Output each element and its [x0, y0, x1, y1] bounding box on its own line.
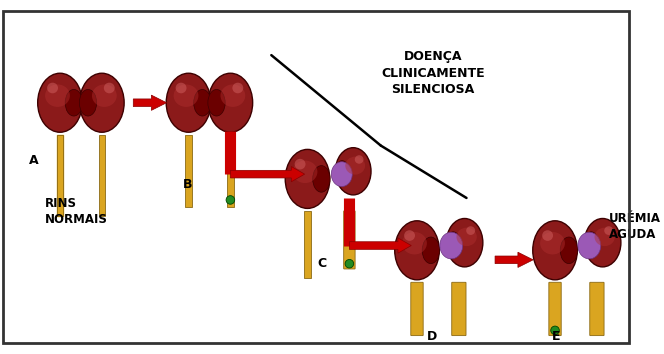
- Ellipse shape: [355, 155, 363, 164]
- Ellipse shape: [92, 85, 117, 107]
- Ellipse shape: [220, 85, 245, 107]
- Ellipse shape: [604, 226, 613, 235]
- Ellipse shape: [313, 166, 330, 192]
- FancyBboxPatch shape: [452, 282, 466, 336]
- Ellipse shape: [345, 157, 365, 175]
- Ellipse shape: [422, 237, 440, 264]
- Bar: [304, 211, 311, 278]
- Ellipse shape: [456, 228, 477, 246]
- Ellipse shape: [79, 90, 97, 116]
- Bar: [56, 135, 63, 216]
- Text: DOENÇA
CLINICAMENTE
SILENCIOSA: DOENÇA CLINICAMENTE SILENCIOSA: [381, 50, 485, 96]
- Ellipse shape: [578, 232, 601, 259]
- Ellipse shape: [295, 159, 305, 170]
- Ellipse shape: [47, 83, 58, 93]
- Ellipse shape: [286, 149, 330, 209]
- Ellipse shape: [446, 218, 483, 267]
- Text: RINS
NORMAIS: RINS NORMAIS: [44, 197, 108, 226]
- FancyBboxPatch shape: [590, 282, 604, 336]
- Ellipse shape: [584, 218, 621, 267]
- Ellipse shape: [104, 83, 115, 93]
- FancyBboxPatch shape: [411, 282, 423, 336]
- FancyArrow shape: [133, 95, 167, 110]
- Circle shape: [226, 196, 234, 204]
- FancyArrow shape: [230, 166, 305, 182]
- Ellipse shape: [208, 90, 225, 116]
- Text: C: C: [317, 257, 326, 270]
- Circle shape: [345, 259, 354, 268]
- Ellipse shape: [404, 230, 415, 241]
- Ellipse shape: [540, 232, 565, 255]
- Text: D: D: [426, 330, 437, 343]
- Ellipse shape: [208, 73, 253, 132]
- Ellipse shape: [232, 83, 243, 93]
- Ellipse shape: [533, 221, 577, 280]
- Circle shape: [550, 326, 559, 335]
- Ellipse shape: [335, 148, 371, 195]
- FancyBboxPatch shape: [344, 211, 355, 269]
- FancyBboxPatch shape: [549, 282, 561, 336]
- Ellipse shape: [440, 232, 463, 259]
- Text: B: B: [183, 178, 193, 190]
- Ellipse shape: [335, 161, 349, 182]
- Ellipse shape: [45, 85, 70, 107]
- Ellipse shape: [331, 162, 352, 187]
- Ellipse shape: [402, 232, 427, 255]
- Ellipse shape: [80, 73, 124, 132]
- Ellipse shape: [38, 73, 82, 132]
- Text: URÉMIA
AGUDA: URÉMIA AGUDA: [610, 212, 661, 241]
- FancyArrow shape: [349, 238, 411, 253]
- FancyArrow shape: [495, 252, 533, 267]
- Ellipse shape: [466, 226, 475, 235]
- Ellipse shape: [174, 85, 199, 107]
- Ellipse shape: [584, 232, 598, 253]
- Ellipse shape: [176, 83, 187, 93]
- Bar: [98, 135, 105, 216]
- Text: E: E: [552, 330, 560, 343]
- Ellipse shape: [560, 237, 578, 264]
- Bar: [185, 135, 192, 207]
- Text: A: A: [29, 154, 39, 167]
- Ellipse shape: [594, 228, 615, 246]
- Ellipse shape: [446, 232, 460, 253]
- Ellipse shape: [293, 161, 317, 183]
- Bar: [227, 135, 234, 207]
- Ellipse shape: [194, 90, 211, 116]
- Ellipse shape: [394, 221, 440, 280]
- Ellipse shape: [166, 73, 210, 132]
- Ellipse shape: [65, 90, 82, 116]
- Ellipse shape: [542, 230, 553, 241]
